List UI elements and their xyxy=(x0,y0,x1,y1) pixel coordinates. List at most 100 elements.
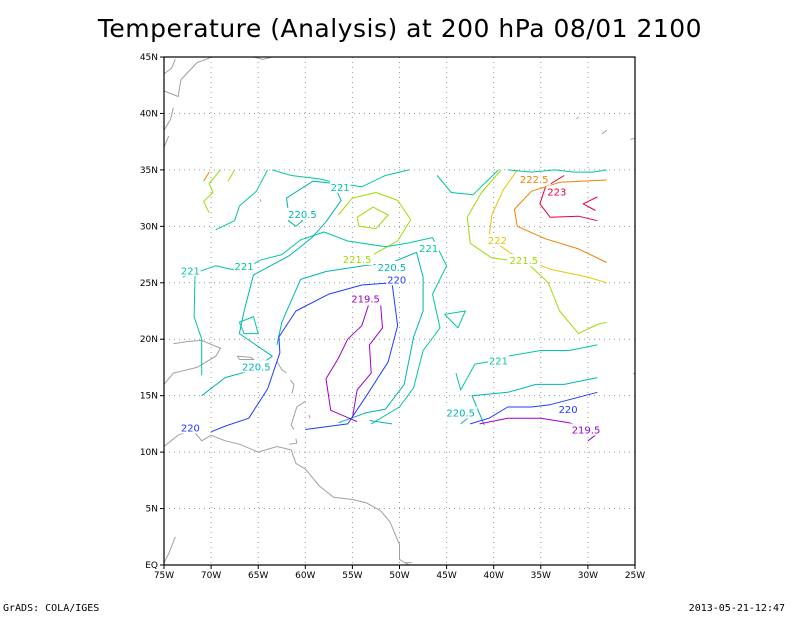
coastline-14 xyxy=(259,199,262,202)
y-tick-label: 10N xyxy=(140,448,158,458)
contour-label-bg xyxy=(507,254,541,267)
contour-221 xyxy=(444,310,466,329)
contour-label-bg xyxy=(180,264,201,277)
contour-label: 221 xyxy=(235,262,254,273)
coastline-13 xyxy=(289,438,298,445)
y-tick-label: 20N xyxy=(140,335,158,345)
x-tick-label: 50W xyxy=(389,571,409,581)
y-axis-ticks: EQ 5N 10N 15N 20N 25N 30N 35N 40N 45N xyxy=(140,53,164,571)
contour-219-5 xyxy=(325,305,369,423)
contour-label-bg xyxy=(329,180,351,193)
contour-label: 220 xyxy=(387,275,406,286)
x-tick-label: 70W xyxy=(201,571,221,581)
y-tick-label: 35N xyxy=(140,166,158,176)
contour-219-5 xyxy=(351,305,383,419)
contour-label-bg xyxy=(546,185,568,198)
contour-label: 220 xyxy=(181,423,200,434)
y-tick-label: 25N xyxy=(140,279,158,289)
coastline-0 xyxy=(163,339,222,385)
contour-label: 219.5 xyxy=(351,295,380,306)
coastline-2 xyxy=(163,56,212,98)
contour-label-bg xyxy=(517,172,551,185)
contour-223 xyxy=(582,196,598,211)
contour-label-bg xyxy=(239,360,273,373)
coastline-1 xyxy=(236,355,255,360)
contour-label: 220 xyxy=(559,405,578,416)
contour-label-bg xyxy=(488,354,509,367)
contour-label-bg xyxy=(569,423,603,436)
coastline-layer xyxy=(163,56,636,566)
coastline-6 xyxy=(253,56,273,60)
contour-label-bg xyxy=(386,273,407,286)
x-tick-label: 25W xyxy=(625,571,645,581)
coastline-9 xyxy=(290,400,306,430)
contour-221 xyxy=(507,169,607,173)
coastline-5 xyxy=(163,135,170,148)
footer-timestamp: 2013-05-21-12:47 xyxy=(688,603,785,614)
y-tick-label: 15N xyxy=(140,392,158,402)
contour-221 xyxy=(193,271,203,376)
contour-label: 221 xyxy=(489,357,508,368)
contour-221-5 xyxy=(337,192,412,266)
x-tick-label: 40W xyxy=(484,571,504,581)
coastline-11 xyxy=(289,379,295,394)
contour-219-5 xyxy=(587,434,596,442)
contour-221-5 xyxy=(227,169,236,182)
contour-label: 221 xyxy=(181,266,200,277)
coastline-4 xyxy=(163,107,174,131)
contour-221 xyxy=(215,169,269,231)
gridlines xyxy=(164,57,635,565)
contour-label: 220.5 xyxy=(446,409,475,420)
chart-title: Temperature (Analysis) at 200 hPa 08/01 … xyxy=(97,14,703,43)
contour-label: 221 xyxy=(419,244,438,255)
y-tick-label: 45N xyxy=(140,53,158,63)
contour-label: 220.5 xyxy=(378,263,407,274)
x-tick-label: 55W xyxy=(342,571,362,581)
contour-label: 223 xyxy=(547,187,566,198)
contour-label: 219.5 xyxy=(572,426,601,437)
contour-label-bg xyxy=(340,253,374,266)
footer-credit: GrADS: COLA/IGES xyxy=(3,603,100,614)
x-tick-label: 30W xyxy=(578,571,598,581)
contour-label: 222 xyxy=(488,236,507,247)
y-tick-label: 5N xyxy=(146,505,158,515)
contour-label-bg xyxy=(180,421,201,434)
contour-label: 220.5 xyxy=(242,362,271,373)
contour-label-bg xyxy=(557,403,579,416)
contour-label-bg xyxy=(285,207,319,220)
contour-220 xyxy=(470,391,598,425)
coastline-7 xyxy=(163,428,410,566)
contour-221-5 xyxy=(466,169,607,335)
y-tick-label: EQ xyxy=(145,561,158,571)
contour-220-5 xyxy=(369,420,393,425)
map-frame xyxy=(163,56,636,566)
contour-label: 222.5 xyxy=(520,175,549,186)
contour-label: 221.5 xyxy=(510,256,539,267)
x-tick-label: 65W xyxy=(248,571,268,581)
y-tick-label: 30N xyxy=(140,222,158,232)
coastline-10 xyxy=(276,361,287,374)
contour-221-5 xyxy=(203,169,221,214)
coastline-12 xyxy=(308,414,311,419)
contour-label-bg xyxy=(233,259,255,272)
x-axis-ticks: 75W 70W 65W 60W 55W 50W 45W 40W 35W 30W 25W xyxy=(154,565,645,581)
contour-221 xyxy=(436,169,499,196)
contour-label-bg xyxy=(444,406,478,419)
contour-label-bg xyxy=(349,292,383,305)
contour-220-5 xyxy=(276,251,424,424)
contour-labels: 221 220.5 221.5 221 220.5 221 221 220 219.5 222.5… xyxy=(180,172,603,437)
contour-label: 220.5 xyxy=(288,210,317,221)
contour-222-5 xyxy=(203,171,210,182)
contour-221-5 xyxy=(356,206,389,230)
x-tick-label: 75W xyxy=(154,571,174,581)
contour-layer xyxy=(182,169,607,442)
x-tick-label: 35W xyxy=(531,571,551,581)
coastline-3 xyxy=(163,59,176,75)
contour-220-5 xyxy=(471,377,598,426)
coastline-17 xyxy=(576,116,579,120)
coastline-15 xyxy=(601,129,607,135)
contour-label-bg xyxy=(487,233,508,246)
coastline-16 xyxy=(630,137,636,140)
contour-221 xyxy=(182,231,448,425)
